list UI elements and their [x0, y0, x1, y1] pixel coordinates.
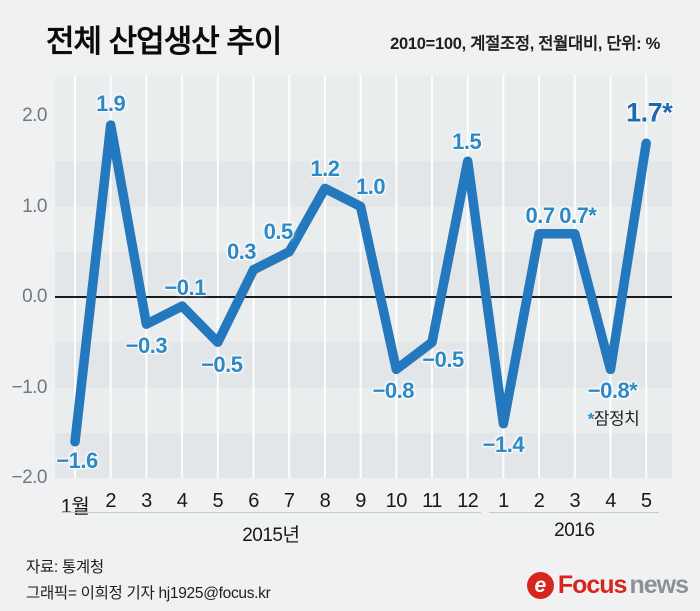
data-point-label: −1.4: [482, 431, 525, 457]
year-group-underline: [489, 512, 660, 513]
x-tick-label: 4: [605, 490, 616, 512]
x-tick-label: 11: [422, 490, 442, 512]
x-tick-label: 8: [319, 490, 331, 512]
y-tick-label: −2.0: [11, 467, 47, 488]
x-tick-label: 3: [141, 490, 152, 512]
data-point-label: −0.3: [125, 333, 168, 359]
year-group-label: 2016: [554, 520, 595, 541]
data-point-label: 1.7*: [626, 97, 673, 128]
credit-text: 그래픽= 이희정 기자 hj1925@focus.kr: [26, 585, 271, 602]
x-tick-label: 6: [248, 490, 259, 512]
data-point-label: 0.7*: [559, 202, 597, 228]
page-title: 전체 산업생산 추이: [46, 24, 282, 59]
data-point-label: −0.8: [372, 378, 415, 404]
data-point-label: 1.5: [452, 129, 482, 155]
provisional-note-text: 잠정치: [593, 409, 640, 429]
x-tick-label: 5: [640, 490, 652, 512]
x-tick-label: 7: [283, 490, 295, 512]
data-point-label: 1.2: [310, 156, 340, 182]
line-chart-svg: [55, 75, 672, 478]
x-tick-label: 5: [212, 490, 224, 512]
data-line: [70, 120, 651, 447]
data-point-label: 1.0: [356, 173, 386, 199]
focus-news-logo-brand: Focus: [557, 571, 628, 599]
data-point-label: 1.9: [96, 91, 126, 117]
focus-news-logo: e Focus news: [526, 571, 689, 600]
x-tick-label: 10: [385, 490, 408, 512]
chart-unit-note: 2010=100, 계절조정, 전월대비, 단위: %: [390, 35, 660, 53]
year-group-label: 2015년: [242, 525, 300, 546]
data-point-label: 0.5: [263, 218, 294, 244]
y-tick-label: 2.0: [22, 105, 47, 126]
data-point-label: −1.6: [56, 447, 98, 473]
data-point-label: −0.5: [201, 352, 243, 378]
data-point-label: −0.8*: [587, 378, 638, 404]
y-tick-label: 0.0: [22, 286, 47, 307]
focus-news-logo-icon: e: [526, 572, 554, 599]
data-point-label: 0.3: [226, 238, 257, 264]
data-point-label: −0.5: [422, 347, 464, 373]
asterisk-icon: *: [587, 409, 595, 429]
y-tick-label: −1.0: [11, 376, 47, 398]
year-group-underline: [61, 512, 481, 513]
x-tick-label: 1: [498, 490, 509, 512]
source-text: 자료: 통계청: [26, 559, 104, 576]
x-tick-label: 9: [355, 490, 366, 512]
y-tick-label: 1.0: [22, 195, 47, 217]
x-tick-label: 2: [105, 490, 116, 512]
data-point-label: 0.7: [525, 202, 556, 228]
x-tick-label: 4: [176, 490, 188, 512]
provisional-note: *잠정치: [588, 405, 640, 430]
plot-area: −1.6 1.9 −0.3 −0.1 −0.5 0.3 0.5 1.2 1.0 −0.8 −0.5 1…: [55, 75, 673, 478]
x-tick-label: 12: [457, 490, 479, 512]
x-tick-label: 3: [569, 490, 581, 512]
data-point-label: −0.1: [164, 275, 206, 301]
x-tick-label: 2: [533, 490, 545, 512]
focus-news-logo-suffix: news: [629, 571, 689, 599]
